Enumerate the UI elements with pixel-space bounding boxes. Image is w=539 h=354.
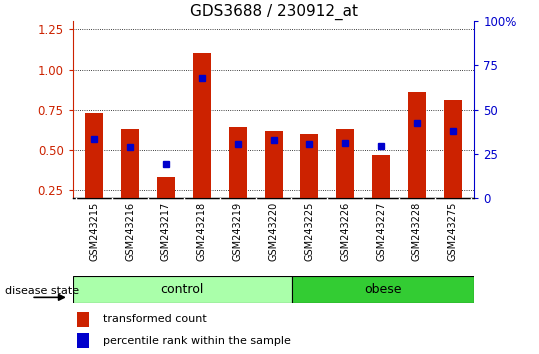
Text: transformed count: transformed count bbox=[103, 314, 206, 325]
Bar bbox=[292, 276, 474, 303]
Text: disease state: disease state bbox=[5, 286, 80, 296]
Text: GSM243226: GSM243226 bbox=[340, 202, 350, 261]
Text: GSM243220: GSM243220 bbox=[268, 202, 279, 261]
Text: GSM243228: GSM243228 bbox=[412, 202, 422, 261]
Text: GSM243215: GSM243215 bbox=[89, 202, 99, 261]
Bar bbox=[121, 129, 139, 198]
Bar bbox=[408, 92, 426, 198]
Text: GSM243217: GSM243217 bbox=[161, 202, 171, 261]
Bar bbox=[336, 129, 354, 198]
Text: GSM243218: GSM243218 bbox=[197, 202, 207, 261]
Bar bbox=[229, 127, 247, 198]
Text: GSM243275: GSM243275 bbox=[448, 202, 458, 261]
Text: GSM243219: GSM243219 bbox=[233, 202, 243, 261]
Bar bbox=[444, 100, 462, 198]
Text: GSM243227: GSM243227 bbox=[376, 202, 386, 261]
Bar bbox=[85, 113, 103, 198]
Title: GDS3688 / 230912_at: GDS3688 / 230912_at bbox=[190, 4, 357, 20]
Text: percentile rank within the sample: percentile rank within the sample bbox=[103, 336, 291, 346]
Bar bbox=[77, 333, 89, 348]
Text: obese: obese bbox=[364, 283, 402, 296]
Text: control: control bbox=[161, 283, 204, 296]
Bar bbox=[372, 155, 390, 198]
Text: GSM243216: GSM243216 bbox=[125, 202, 135, 261]
Bar bbox=[300, 134, 319, 198]
Bar bbox=[77, 312, 89, 327]
Bar bbox=[157, 177, 175, 198]
Text: GSM243225: GSM243225 bbox=[305, 202, 314, 261]
Bar bbox=[193, 53, 211, 198]
Bar bbox=[265, 131, 282, 198]
Bar bbox=[73, 276, 292, 303]
